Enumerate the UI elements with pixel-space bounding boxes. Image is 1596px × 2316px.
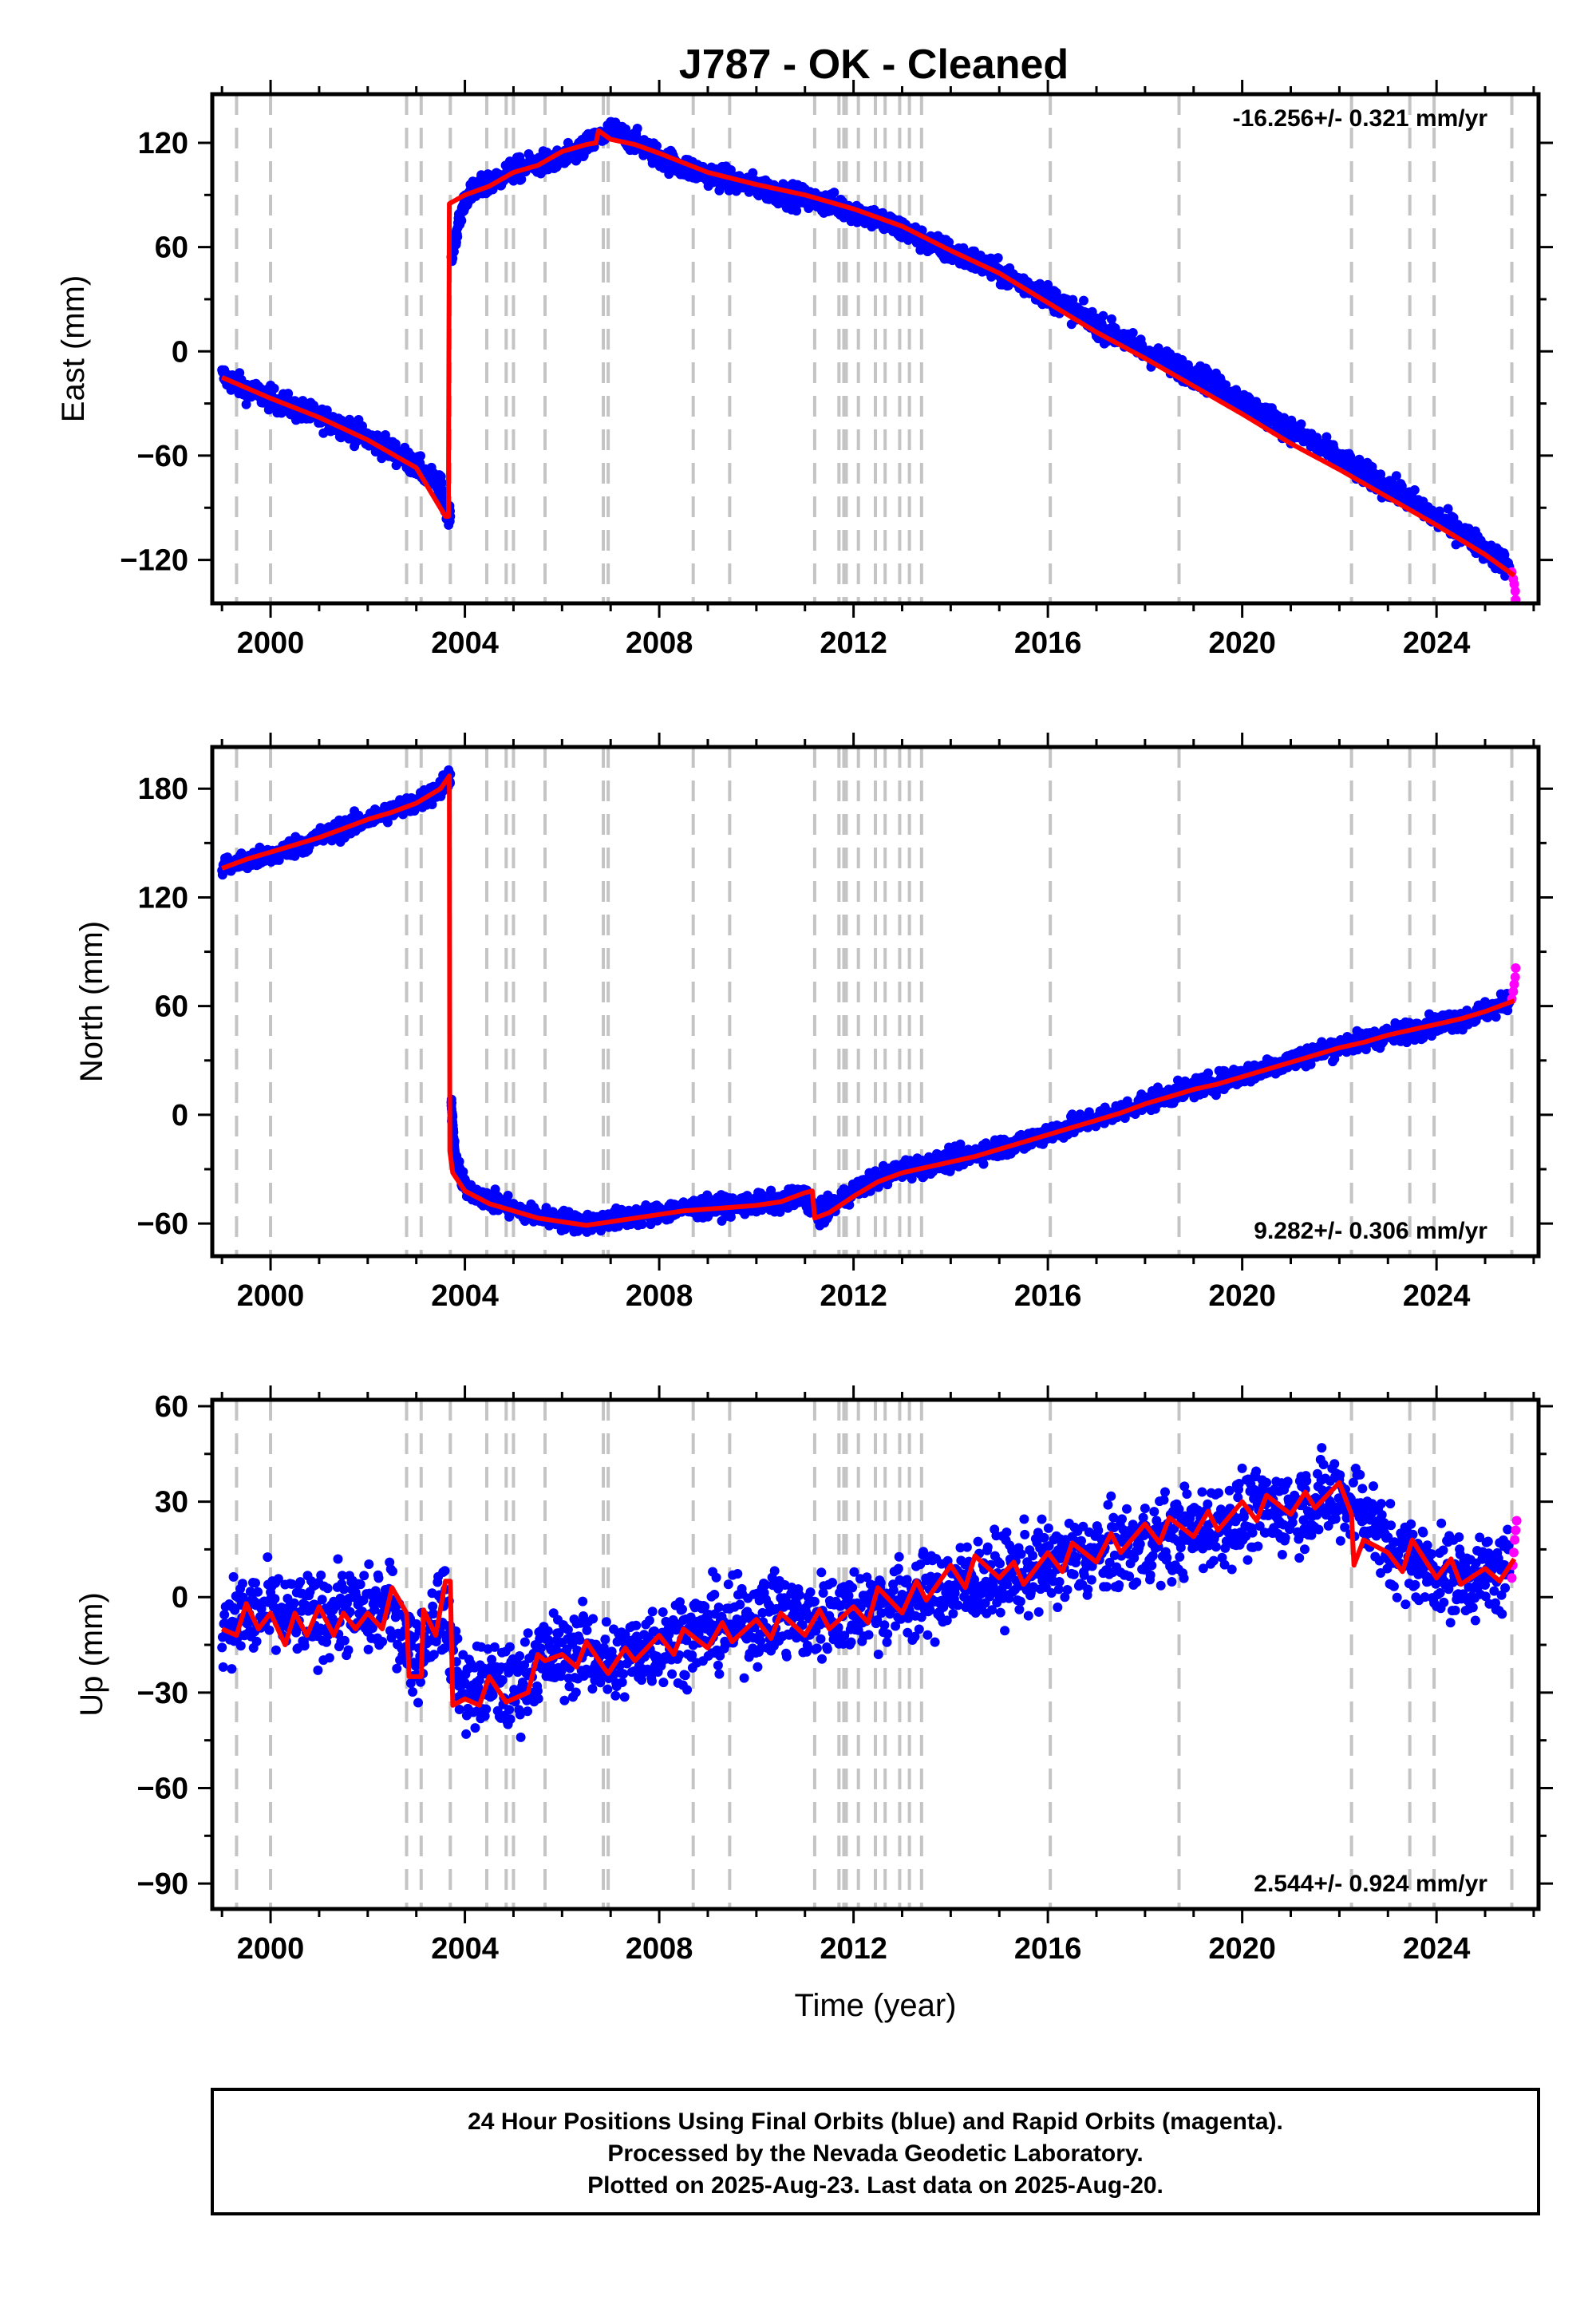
data-point [333, 1554, 343, 1564]
data-point [364, 1559, 374, 1569]
data-point [652, 140, 662, 151]
data-point [263, 1552, 273, 1563]
data-point [748, 168, 758, 178]
data-point [316, 1570, 326, 1580]
data-point [1511, 962, 1521, 973]
y-tick-label: 60 [155, 231, 188, 265]
x-tick-label: 2016 [1014, 1279, 1082, 1313]
data-point [456, 215, 467, 226]
data-point [217, 1642, 227, 1653]
data-point [516, 174, 527, 184]
model-line [221, 773, 1515, 1228]
data-point [343, 1645, 354, 1655]
x-tick-label: 2020 [1208, 1279, 1276, 1313]
data-point [978, 1159, 989, 1169]
data-point [264, 1625, 275, 1635]
data-point [416, 451, 425, 461]
data-point [359, 1571, 369, 1581]
y-tick-label: −60 [137, 1207, 188, 1241]
x-tick-label: 2000 [237, 626, 305, 660]
data-point [299, 1641, 310, 1651]
data-point [271, 1645, 281, 1655]
up-panel: 2000 2004 2008 2012 2016 2020 2024−90−60−30030… [74, 1385, 1553, 2023]
y-tick-label: 0 [172, 335, 188, 369]
velocity-rate-label: -16.256+/- 0.321 mm/yr [1233, 105, 1488, 132]
x-tick-label: 2016 [1014, 626, 1082, 660]
x-tick-label: 2000 [237, 1279, 305, 1313]
data-point [269, 383, 279, 393]
data-point [392, 1663, 402, 1674]
data-point [253, 1587, 263, 1597]
data-point [322, 1583, 333, 1594]
rapid-orbit-points [1507, 962, 1521, 1004]
data-point [241, 399, 251, 409]
data-point [317, 1595, 327, 1605]
x-tick-label: 2024 [1403, 626, 1471, 660]
x-tick-label: 2004 [431, 626, 499, 660]
data-point [1491, 1012, 1501, 1022]
data-point [218, 1662, 228, 1672]
data-point [377, 1637, 388, 1646]
data-point [437, 478, 447, 488]
data-point [324, 1653, 334, 1663]
data-point [829, 188, 839, 198]
x-tick-label: 2008 [626, 626, 693, 660]
x-tick-label: 2024 [1403, 1279, 1471, 1313]
data-point [313, 1665, 323, 1675]
data-point [238, 1579, 247, 1589]
data-point [228, 1571, 239, 1582]
y-axis-label: East (mm) [56, 275, 91, 422]
data-point [1128, 328, 1138, 338]
data-point [1079, 295, 1088, 306]
data-point [452, 231, 463, 242]
data-point [283, 389, 294, 399]
north-panel: 2000 2004 2008 2012 2016 2020 2024 −60 0 60 120 180… [74, 733, 1553, 1313]
data-point [1098, 310, 1108, 321]
y-tick-label: 120 [138, 881, 188, 915]
data-point [1296, 419, 1306, 429]
east-panel: 2000 2004 2008 2012 2016 2020 2024 −120 −60 0 60 12… [56, 80, 1553, 660]
velocity-rate-label: 9.282+/- 0.306 mm/yr [1254, 1218, 1487, 1244]
chart-title: J787 - OK - Cleaned [679, 41, 1069, 88]
data-point [251, 1636, 262, 1646]
data-point [235, 1641, 246, 1651]
data-point [227, 1664, 237, 1674]
final-orbit-points [217, 117, 1515, 581]
data-point [295, 1577, 306, 1587]
y-tick-label: −120 [120, 544, 188, 578]
data-point [503, 1191, 513, 1200]
data-point [1510, 972, 1520, 982]
y-tick-label: 0 [172, 1099, 188, 1132]
data-point [363, 1644, 373, 1654]
x-tick-label: 2012 [820, 1279, 887, 1313]
data-point [1409, 485, 1420, 495]
data-point [1510, 586, 1520, 596]
data-point [1203, 1068, 1213, 1078]
y-tick-label: 180 [138, 773, 188, 806]
y-tick-label: 60 [155, 990, 188, 1024]
y-tick-label: −60 [137, 440, 188, 473]
data-point [251, 1578, 260, 1588]
final-orbit-points [217, 765, 1515, 1237]
final-orbit-points [217, 1443, 1515, 1742]
data-point [355, 1579, 365, 1590]
x-tick-label: 2020 [1208, 626, 1276, 660]
x-tick-label: 2008 [626, 1279, 693, 1313]
x-tick-label: 2012 [820, 626, 887, 660]
x-tick-label: 2004 [431, 1279, 499, 1313]
data-point [621, 124, 631, 134]
data-point [373, 1573, 384, 1583]
data-point [339, 1635, 350, 1646]
data-point [632, 124, 642, 133]
data-point [993, 253, 1003, 263]
data-point [388, 1567, 397, 1576]
data-point [289, 1598, 299, 1608]
y-axis-label: North (mm) [74, 921, 109, 1082]
data-point [637, 1219, 647, 1229]
data-point [270, 1594, 280, 1604]
model-line [221, 128, 1516, 578]
y-tick-label: 120 [138, 127, 188, 160]
